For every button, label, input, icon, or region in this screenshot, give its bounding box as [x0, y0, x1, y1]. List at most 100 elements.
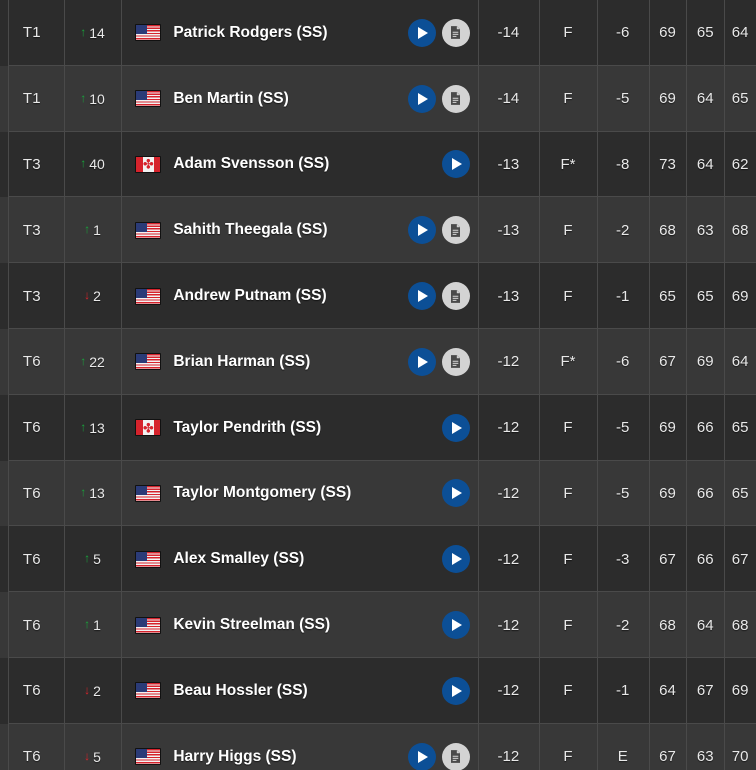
- table-row[interactable]: T6 ↑ 13 Taylor Montgomery (SS) -12 F -5 69 66 65: [0, 460, 756, 527]
- table-row[interactable]: T1 ↑ 10 Ben Martin (SS) -14 F -5 69 64 65: [0, 65, 756, 132]
- player-cell[interactable]: ✤ Taylor Pendrith (SS): [121, 394, 477, 461]
- thru-value: F*: [560, 155, 576, 173]
- today-value: -6: [616, 24, 630, 42]
- thru-status: F: [539, 65, 597, 132]
- player-movement: ↑ 10: [63, 65, 122, 132]
- flag-usa-icon: [135, 682, 162, 700]
- position-value: T6: [22, 484, 41, 502]
- player-position: T3: [0, 263, 64, 329]
- scorecard-icon[interactable]: [441, 216, 470, 245]
- play-icon[interactable]: [441, 150, 470, 179]
- round-2-score: 64: [686, 592, 724, 658]
- player-name[interactable]: Taylor Montgomery (SS): [173, 484, 352, 502]
- player-cell[interactable]: Patrick Rodgers (SS): [121, 0, 477, 66]
- thru-value: F: [563, 221, 573, 239]
- play-icon[interactable]: [407, 742, 436, 770]
- total-score: -13: [477, 263, 540, 329]
- player-cell[interactable]: Taylor Montgomery (SS): [121, 460, 477, 527]
- player-name[interactable]: Brian Harman (SS): [173, 352, 311, 370]
- today-score: -5: [596, 65, 649, 132]
- row-actions: [441, 395, 470, 461]
- player-cell[interactable]: Beau Hossler (SS): [121, 657, 477, 724]
- scorecard-icon[interactable]: [441, 84, 470, 113]
- player-name[interactable]: Kevin Streelman (SS): [173, 616, 331, 634]
- arrow-up-icon: ↑: [80, 90, 87, 105]
- player-name[interactable]: Taylor Pendrith (SS): [173, 418, 322, 436]
- total-value: -14: [497, 24, 520, 42]
- thru-status: F: [539, 592, 597, 658]
- round-1-score: 67: [648, 723, 687, 770]
- player-cell[interactable]: Andrew Putnam (SS): [121, 263, 477, 329]
- player-movement: ↑ 40: [63, 131, 122, 198]
- table-row[interactable]: T6 ↓ 5 Harry Higgs (SS) -12 F E 67 63 70: [0, 723, 756, 770]
- player-cell[interactable]: Ben Martin (SS): [121, 65, 477, 132]
- today-value: -2: [616, 221, 630, 239]
- play-icon[interactable]: [407, 18, 436, 47]
- player-name[interactable]: Alex Smalley (SS): [173, 550, 305, 568]
- play-icon[interactable]: [441, 413, 470, 442]
- player-cell[interactable]: Kevin Streelman (SS): [121, 592, 477, 658]
- play-icon[interactable]: [407, 216, 436, 245]
- table-row[interactable]: T3 ↑ 40 ✤ Adam Svensson (SS) -13 F* -8 73 64 62: [0, 131, 756, 198]
- today-score: -5: [596, 460, 649, 527]
- table-row[interactable]: T6 ↑ 13 ✤ Taylor Pendrith (SS) -12 F -5 69 66 65: [0, 394, 756, 461]
- row-actions: [407, 263, 470, 329]
- today-value: -3: [616, 550, 630, 568]
- r1-value: 68: [659, 616, 676, 634]
- round-1-score: 69: [648, 460, 687, 527]
- player-name[interactable]: Adam Svensson (SS): [173, 155, 330, 173]
- thru-value: F: [563, 682, 573, 700]
- round-1-score: 65: [648, 263, 687, 329]
- flag-usa-icon: [135, 287, 162, 305]
- r3-value: 62: [731, 155, 749, 173]
- player-cell[interactable]: Brian Harman (SS): [121, 328, 477, 395]
- play-icon[interactable]: [407, 282, 436, 311]
- scorecard-icon[interactable]: [441, 18, 470, 47]
- r2-value: 64: [696, 616, 714, 634]
- scorecard-icon[interactable]: [441, 282, 470, 311]
- thru-value: F: [563, 90, 573, 108]
- play-icon[interactable]: [441, 545, 470, 574]
- today-value: -2: [616, 616, 630, 634]
- player-name[interactable]: Sahith Theegala (SS): [173, 221, 328, 239]
- player-name[interactable]: Harry Higgs (SS): [173, 747, 297, 765]
- thru-status: F: [539, 394, 597, 461]
- table-row[interactable]: T3 ↓ 2 Andrew Putnam (SS) -13 F -1 65 65 69: [0, 263, 756, 329]
- player-cell[interactable]: Alex Smalley (SS): [121, 526, 477, 592]
- scorecard-icon[interactable]: [441, 347, 470, 376]
- player-position: T6: [0, 394, 64, 461]
- table-row[interactable]: T6 ↓ 2 Beau Hossler (SS) -12 F -1 64 67 69: [0, 657, 756, 724]
- r1-value: 69: [659, 484, 676, 502]
- play-icon[interactable]: [407, 84, 436, 113]
- table-row[interactable]: T1 ↑ 14 Patrick Rodgers (SS) -14 F -6 69 65 64: [0, 0, 756, 66]
- total-score: -14: [477, 65, 540, 132]
- play-icon[interactable]: [441, 611, 470, 640]
- arrow-up-icon: ↑: [84, 551, 91, 566]
- player-name[interactable]: Beau Hossler (SS): [173, 681, 308, 699]
- player-cell[interactable]: Sahith Theegala (SS): [121, 197, 477, 263]
- player-cell[interactable]: ✤ Adam Svensson (SS): [121, 131, 477, 198]
- player-movement: ↑ 5: [63, 526, 122, 592]
- player-position: T6: [0, 328, 64, 395]
- position-value: T6: [22, 616, 41, 634]
- r1-value: 67: [659, 748, 676, 766]
- play-icon[interactable]: [441, 676, 470, 705]
- scorecard-icon[interactable]: [441, 742, 470, 770]
- play-icon[interactable]: [407, 347, 436, 376]
- total-score: -13: [477, 131, 540, 198]
- movement-value: 1: [93, 222, 101, 239]
- round-1-score: 67: [648, 328, 687, 395]
- player-name[interactable]: Ben Martin (SS): [173, 89, 289, 107]
- player-name[interactable]: Patrick Rodgers (SS): [173, 23, 328, 41]
- table-row[interactable]: T6 ↑ 22 Brian Harman (SS) -12 F* -6 67 69 64: [0, 328, 756, 395]
- table-row[interactable]: T6 ↑ 5 Alex Smalley (SS) -12 F -3 67 66 67: [0, 526, 756, 593]
- table-row[interactable]: T6 ↑ 1 Kevin Streelman (SS) -12 F -2 68 64 68: [0, 592, 756, 658]
- play-icon[interactable]: [441, 479, 470, 508]
- round-1-score: 69: [648, 394, 687, 461]
- today-value: -8: [616, 155, 630, 173]
- player-cell[interactable]: Harry Higgs (SS): [121, 723, 477, 770]
- row-actions: [441, 461, 470, 527]
- player-name[interactable]: Andrew Putnam (SS): [173, 287, 327, 305]
- table-row[interactable]: T3 ↑ 1 Sahith Theegala (SS) -13 F -2 68 63 68: [0, 197, 756, 264]
- today-value: -5: [616, 484, 630, 502]
